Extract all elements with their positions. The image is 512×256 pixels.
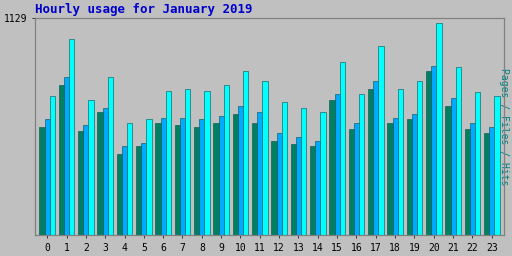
Bar bbox=[45, 120, 50, 235]
Text: Hourly usage for January 2019: Hourly usage for January 2019 bbox=[35, 4, 252, 16]
Bar bbox=[199, 120, 204, 235]
Bar bbox=[301, 108, 306, 235]
Bar bbox=[102, 108, 108, 235]
Bar bbox=[445, 106, 451, 235]
Bar bbox=[194, 127, 199, 235]
Y-axis label: Pages / Files / Hits: Pages / Files / Hits bbox=[499, 68, 508, 185]
Bar bbox=[166, 91, 171, 235]
Bar bbox=[224, 85, 229, 235]
Bar bbox=[340, 62, 345, 235]
Bar bbox=[64, 77, 69, 235]
Bar bbox=[470, 123, 475, 235]
Bar bbox=[50, 96, 55, 235]
Bar bbox=[214, 123, 219, 235]
Bar bbox=[334, 94, 340, 235]
Bar bbox=[373, 81, 378, 235]
Bar bbox=[155, 123, 161, 235]
Bar bbox=[185, 89, 190, 235]
Bar bbox=[484, 133, 489, 235]
Bar bbox=[359, 94, 365, 235]
Bar bbox=[475, 92, 480, 235]
Bar bbox=[378, 46, 383, 235]
Bar bbox=[257, 112, 263, 235]
Bar bbox=[464, 129, 470, 235]
Bar bbox=[349, 129, 354, 235]
Bar bbox=[83, 125, 89, 235]
Bar bbox=[108, 77, 113, 235]
Bar bbox=[282, 102, 287, 235]
Bar bbox=[329, 100, 334, 235]
Bar bbox=[489, 127, 495, 235]
Bar bbox=[387, 123, 393, 235]
Bar bbox=[276, 133, 282, 235]
Bar bbox=[122, 146, 127, 235]
Bar bbox=[69, 39, 74, 235]
Bar bbox=[39, 127, 45, 235]
Bar bbox=[398, 89, 403, 235]
Bar bbox=[232, 114, 238, 235]
Bar bbox=[175, 125, 180, 235]
Bar bbox=[219, 116, 224, 235]
Bar bbox=[412, 114, 417, 235]
Bar bbox=[296, 137, 301, 235]
Bar bbox=[161, 118, 166, 235]
Bar bbox=[141, 143, 146, 235]
Bar bbox=[238, 106, 243, 235]
Bar bbox=[97, 112, 102, 235]
Bar bbox=[252, 123, 257, 235]
Bar bbox=[315, 141, 321, 235]
Bar bbox=[136, 146, 141, 235]
Bar bbox=[354, 123, 359, 235]
Bar bbox=[59, 85, 64, 235]
Bar bbox=[271, 141, 276, 235]
Bar bbox=[180, 118, 185, 235]
Bar bbox=[89, 100, 94, 235]
Bar bbox=[204, 91, 209, 235]
Bar bbox=[243, 71, 248, 235]
Bar bbox=[78, 131, 83, 235]
Bar bbox=[263, 81, 268, 235]
Bar bbox=[431, 66, 436, 235]
Bar bbox=[495, 96, 500, 235]
Bar bbox=[407, 120, 412, 235]
Bar bbox=[127, 123, 132, 235]
Bar bbox=[310, 146, 315, 235]
Bar bbox=[117, 154, 122, 235]
Bar bbox=[146, 120, 152, 235]
Bar bbox=[368, 89, 373, 235]
Bar bbox=[456, 68, 461, 235]
Bar bbox=[426, 71, 431, 235]
Bar bbox=[451, 98, 456, 235]
Bar bbox=[393, 118, 398, 235]
Bar bbox=[291, 144, 296, 235]
Bar bbox=[417, 81, 422, 235]
Bar bbox=[321, 112, 326, 235]
Bar bbox=[436, 23, 442, 235]
